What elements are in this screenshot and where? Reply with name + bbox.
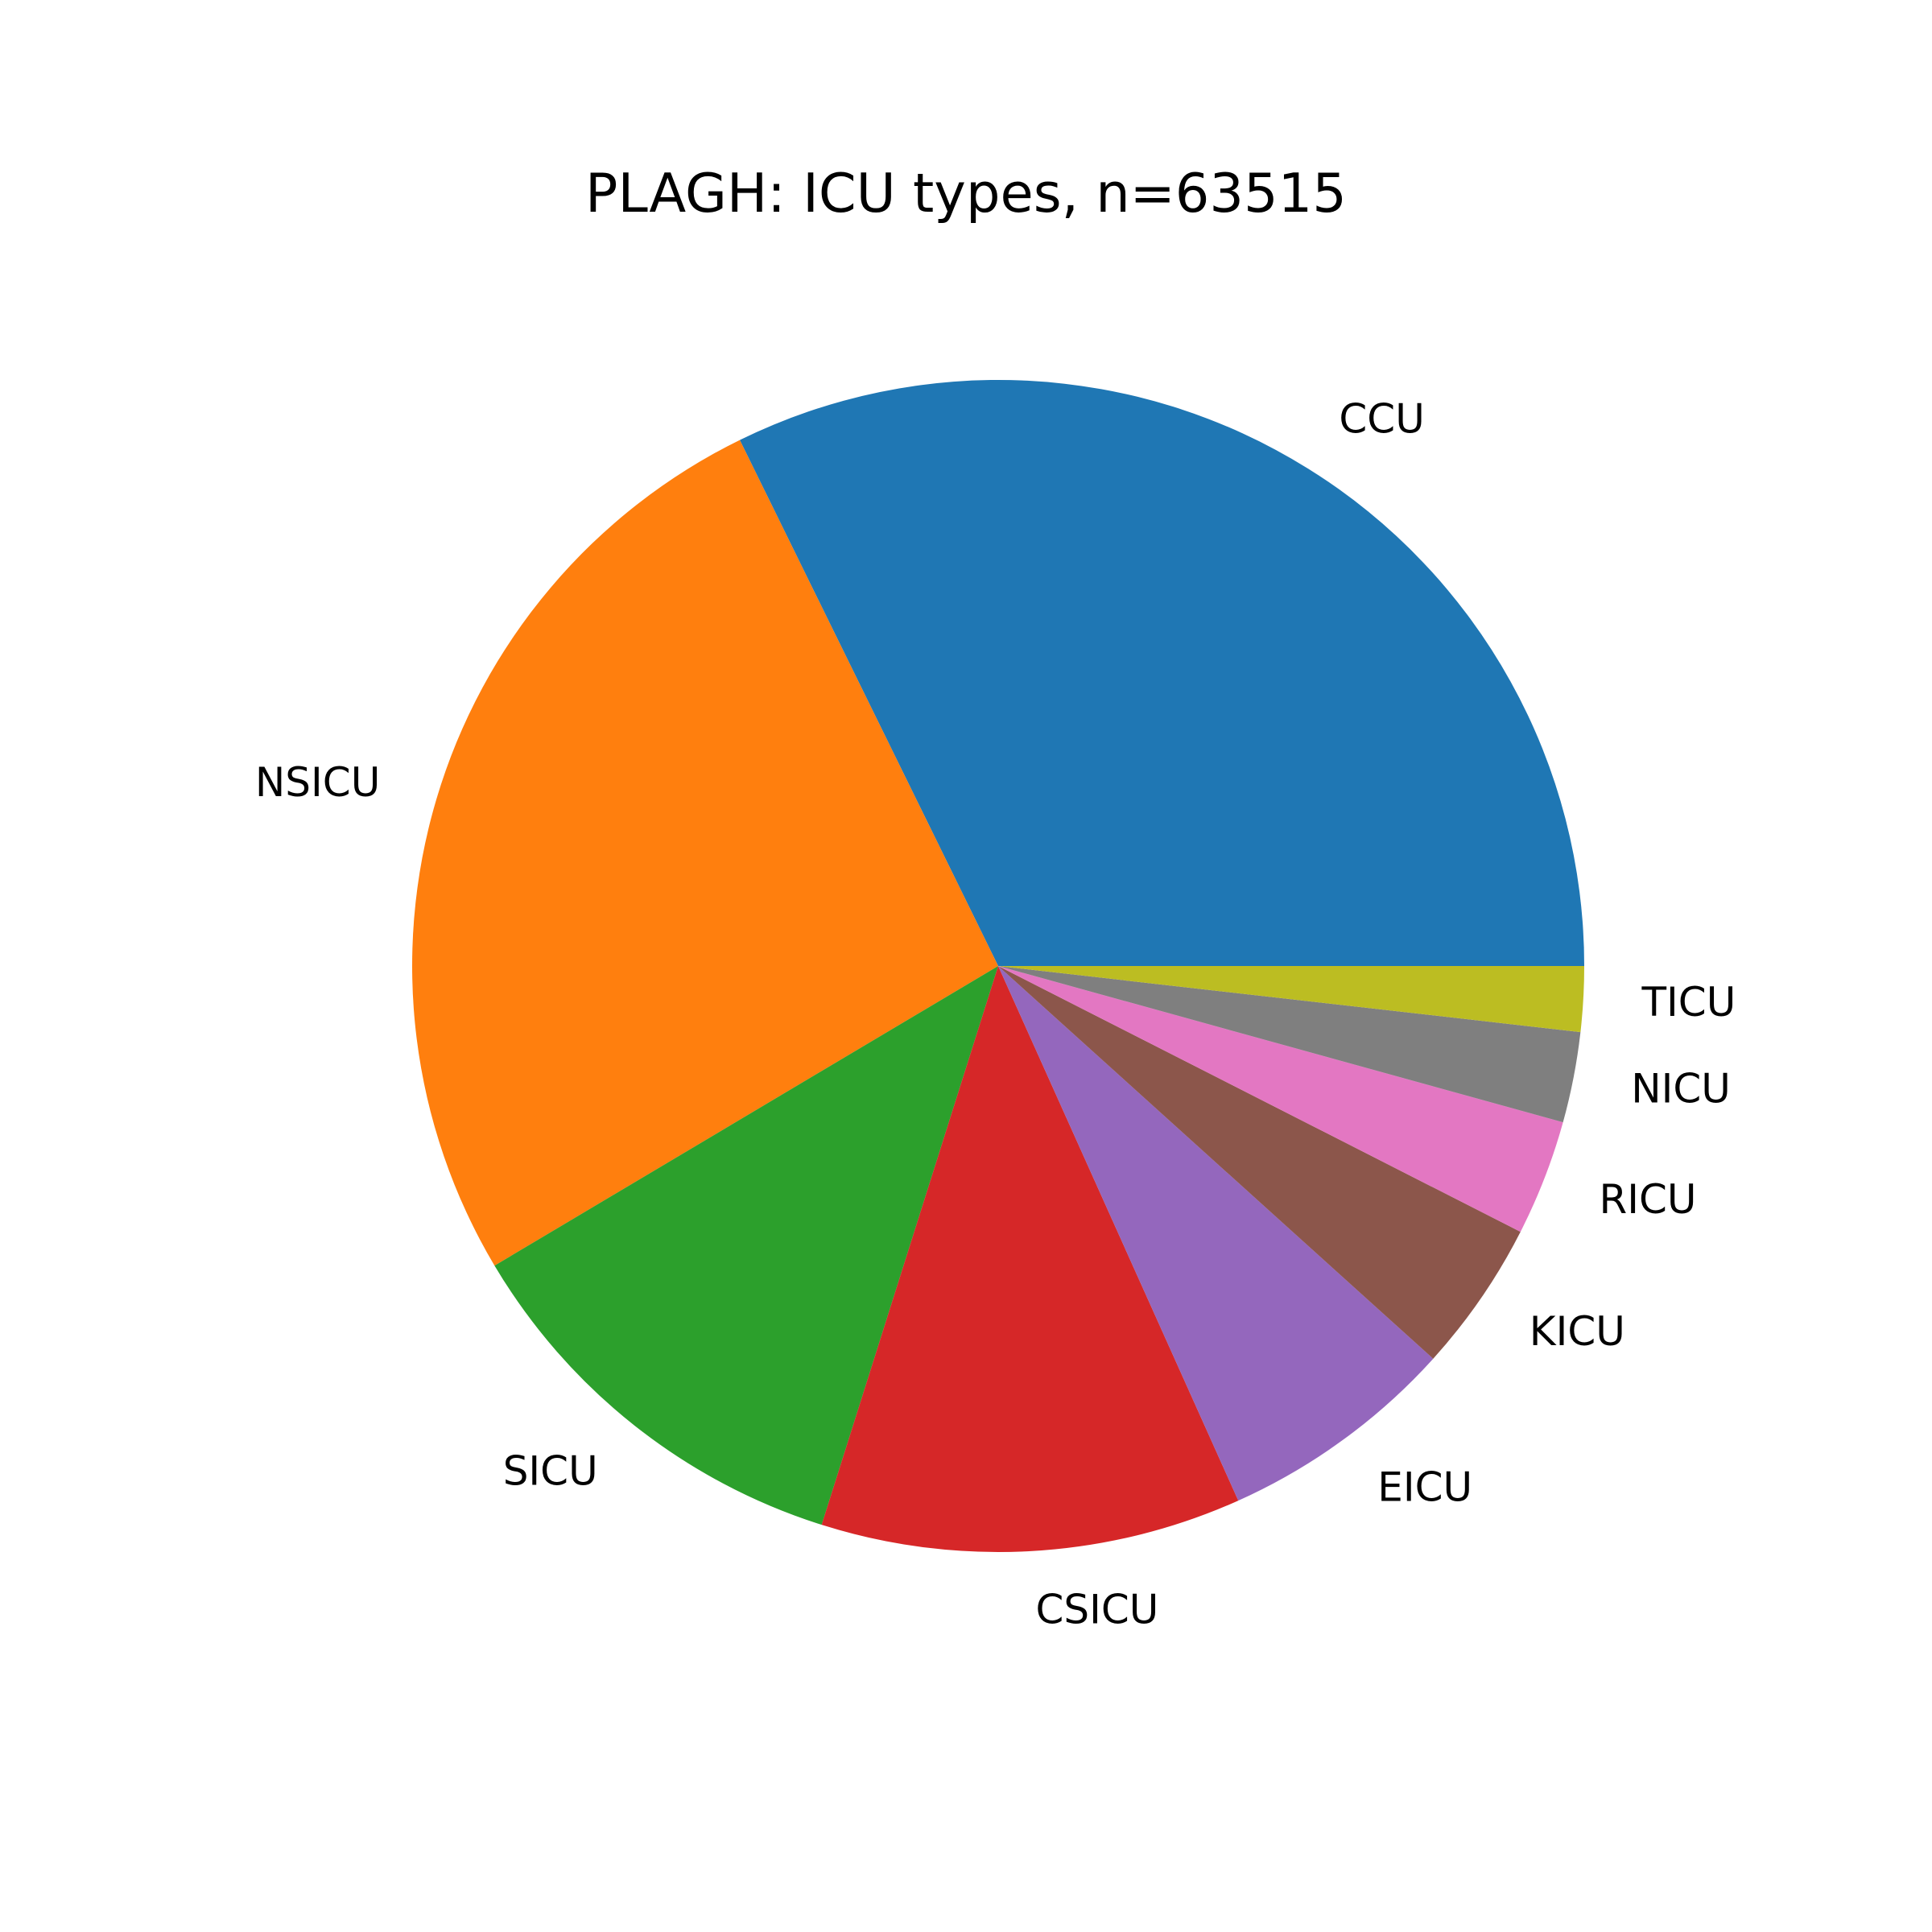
pie-labels: CCU NSICU SICU CSICU EICU KICU RICU NICU TICU [255, 395, 1736, 1633]
slice-label-nsicu: NSICU [255, 759, 380, 806]
slice-ricu [998, 966, 1563, 1232]
slice-nsicu [412, 440, 998, 1266]
slice-ccu [740, 379, 1584, 966]
slice-label-ccu: CCU [1339, 395, 1424, 442]
slice-label-ricu: RICU [1600, 1176, 1697, 1223]
slice-label-ticu: TICU [1641, 979, 1736, 1026]
slice-label-kicu: KICU [1530, 1308, 1625, 1355]
slice-eicu [998, 966, 1434, 1501]
slice-kicu [998, 966, 1521, 1359]
pie-slices [412, 379, 1584, 1553]
slice-sicu [494, 966, 998, 1525]
slice-label-eicu: EICU [1377, 1463, 1472, 1510]
slice-label-sicu: SICU [503, 1448, 598, 1495]
chart-title: PLAGH: ICU types, n=63515 [585, 162, 1347, 225]
slice-csicu [821, 966, 1239, 1553]
slice-label-nicu: NICU [1631, 1065, 1731, 1112]
slice-ticu [998, 966, 1584, 1033]
slice-nicu [998, 966, 1581, 1123]
slice-label-csicu: CSICU [1036, 1587, 1159, 1633]
